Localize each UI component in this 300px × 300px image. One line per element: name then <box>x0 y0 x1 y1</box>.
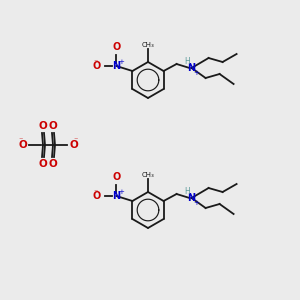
Text: +: + <box>194 200 200 206</box>
Text: O: O <box>18 140 27 150</box>
Text: ⁻: ⁻ <box>74 136 78 145</box>
Text: O: O <box>69 140 78 150</box>
Text: +: + <box>118 188 124 194</box>
Text: O: O <box>112 42 121 52</box>
Text: O: O <box>49 121 57 131</box>
Text: ⁻: ⁻ <box>93 188 98 196</box>
Text: O: O <box>92 191 100 201</box>
Text: N: N <box>112 61 121 71</box>
Text: CH₃: CH₃ <box>142 42 154 48</box>
Text: O: O <box>49 159 57 169</box>
Text: CH₃: CH₃ <box>142 172 154 178</box>
Text: N: N <box>188 193 196 203</box>
Text: ⁻: ⁻ <box>93 58 98 67</box>
Text: N: N <box>188 63 196 73</box>
Text: O: O <box>92 61 100 71</box>
Text: +: + <box>118 58 124 64</box>
Text: H: H <box>185 188 191 196</box>
Text: H: H <box>185 58 191 67</box>
Text: ⁻: ⁻ <box>19 136 23 145</box>
Text: O: O <box>112 172 121 182</box>
Text: O: O <box>39 159 47 169</box>
Text: +: + <box>194 70 200 76</box>
Text: N: N <box>112 191 121 201</box>
Text: O: O <box>39 121 47 131</box>
